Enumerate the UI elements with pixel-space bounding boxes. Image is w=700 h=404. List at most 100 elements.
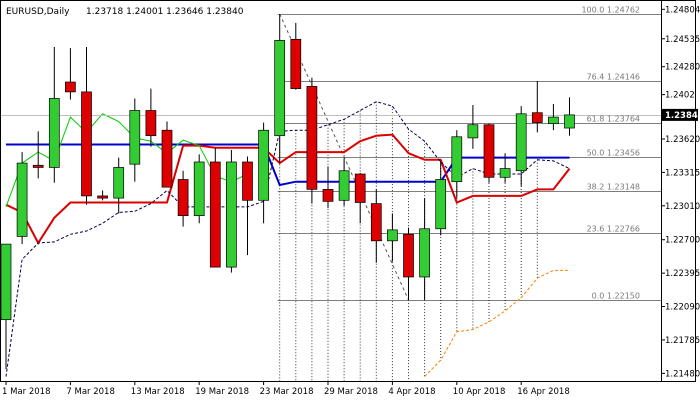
candle — [258, 122, 269, 224]
candle — [548, 103, 559, 131]
candle-body — [145, 110, 157, 137]
y-tick-label: 1.22395 — [665, 269, 700, 279]
x-tick-label: 7 Mar 2018 — [66, 387, 114, 397]
y-tick-label: 1.24804 — [665, 5, 700, 15]
candle — [483, 123, 495, 183]
candle-body — [32, 164, 44, 168]
candle — [145, 88, 157, 147]
candle-body — [242, 161, 253, 201]
candle-body — [515, 113, 527, 172]
candle-body — [81, 91, 92, 197]
candle — [65, 48, 76, 100]
candle-body — [129, 110, 141, 165]
y-axis: 1.24804 1.24535 1.24280 1.2402 1.23620 1.2331… — [661, 5, 700, 379]
candle — [435, 160, 447, 236]
y-tick-label: 1.21480 — [665, 369, 700, 379]
candle-body — [161, 129, 173, 188]
candle — [129, 98, 141, 182]
candle-body — [290, 38, 302, 89]
candle — [290, 22, 302, 90]
current-price-label: 1.23840 — [665, 111, 700, 121]
candle-body — [419, 228, 430, 278]
indicator-red-line — [5, 133, 571, 245]
candle — [161, 121, 173, 188]
candle — [226, 149, 237, 273]
y-tick-label: 1.23010 — [665, 202, 700, 212]
candle — [354, 172, 366, 224]
fibo-labels: 100.0 1.24762 76.4 1.24146 61.8 1.23764 50.… — [581, 6, 640, 301]
indicator-lines — [1, 101, 661, 377]
fibo-level-label: 50.0 1.23456 — [587, 149, 640, 158]
candle-body — [209, 161, 221, 268]
candle-body — [403, 233, 414, 278]
header-ohlc: 1.23718 1.24001 1.23646 1.23840 — [86, 7, 244, 17]
candle — [193, 154, 205, 224]
y-tick-label: 1.2402 — [665, 91, 695, 101]
candle-body — [451, 136, 463, 183]
fibo-level-label: 76.4 1.24146 — [587, 73, 640, 82]
candle-body — [113, 167, 125, 199]
y-tick-label: 1.24280 — [665, 63, 700, 73]
y-tick-label: 1.24535 — [665, 35, 700, 45]
x-tick-label: 23 Mar 2018 — [260, 387, 314, 397]
x-axis: 1 Mar 2018 7 Mar 2018 13 Mar 2018 19 Mar 20… — [2, 381, 570, 397]
y-tick-label: 1.21785 — [665, 336, 700, 346]
candle — [499, 153, 511, 183]
candle-body — [258, 129, 269, 201]
candle — [338, 158, 350, 206]
candle — [48, 46, 60, 183]
candle — [564, 97, 575, 136]
y-tick-label: 1.22700 — [665, 236, 700, 246]
candle-body — [48, 98, 60, 168]
candle — [451, 130, 463, 199]
candle — [81, 46, 92, 205]
candle — [306, 77, 318, 204]
x-tick-label: 13 Mar 2018 — [131, 387, 185, 397]
candle-body — [177, 179, 189, 216]
y-tick-label: 1.22090 — [665, 303, 700, 313]
plot-border — [0, 0, 696, 382]
y-tick-label: 1.23315 — [665, 168, 700, 178]
candle — [97, 190, 108, 201]
current-price-box — [662, 108, 698, 121]
candle — [32, 131, 44, 179]
candle — [419, 198, 430, 300]
candle-body — [193, 161, 205, 216]
candle-body — [483, 124, 495, 178]
candle — [242, 156, 253, 256]
fibo-level-label: 61.8 1.23764 — [587, 115, 640, 124]
candle-body — [548, 116, 559, 125]
candle — [387, 213, 398, 262]
candle — [515, 106, 527, 187]
candle — [177, 170, 189, 227]
candle — [209, 147, 221, 268]
indicator-green-line — [5, 113, 248, 208]
y-tick-label: 1.23620 — [665, 135, 700, 145]
fibo-trend-line — [279, 13, 409, 301]
candle — [370, 189, 382, 263]
candle-body — [435, 179, 447, 230]
fibo-level-label: 23.6 1.22766 — [587, 225, 640, 234]
candle-body — [370, 203, 382, 242]
candle — [322, 166, 334, 208]
candle — [274, 14, 286, 164]
fibo-level-label: 0.0 1.22150 — [592, 292, 640, 301]
candle — [403, 227, 414, 300]
candle-body — [226, 161, 237, 268]
candle-body — [65, 81, 76, 93]
candle-body — [467, 124, 479, 139]
x-tick-label: 16 Apr 2018 — [517, 387, 570, 397]
x-tick-label: 19 Mar 2018 — [195, 387, 249, 397]
candle-body — [387, 229, 398, 242]
indicator-blue-baseline — [6, 143, 570, 187]
candle — [16, 152, 28, 245]
fibo-level-label: 100.0 1.24762 — [581, 6, 640, 15]
candle — [113, 157, 125, 214]
candle — [531, 80, 543, 133]
candle-body — [322, 189, 334, 202]
candle-body — [97, 195, 108, 199]
candle-body — [274, 40, 286, 137]
